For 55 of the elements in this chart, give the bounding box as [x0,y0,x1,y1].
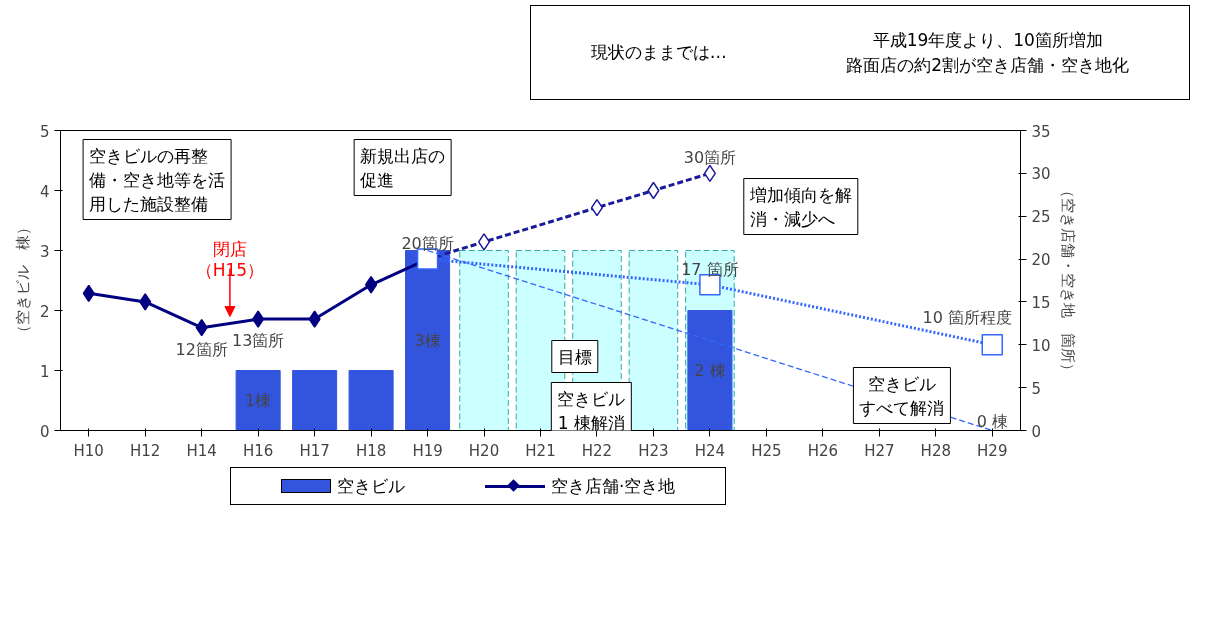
data-label: 10 箇所程度 [922,307,1013,327]
x-tick-label: H23 [638,441,669,460]
x-tick-label: H21 [525,441,556,460]
text: 平成19年度より、10箇所増加路面店の約2割が空き店舗・空き地化 [846,29,1130,77]
data-label: 12箇所 [175,339,228,359]
y-tick-label: 2 [39,302,50,321]
x-tick-label: H16 [242,441,274,460]
y2-tick-label: 35 [1031,122,1051,141]
x-tick-label: H19 [412,441,443,460]
data-label: 17 箇所 [681,259,739,279]
annotation: 空きビルすべて解消 [859,373,945,418]
x-tick-label: H27 [864,441,895,460]
annotation: （H15） [195,259,265,280]
y2-tick-label: 5 [1031,379,1042,398]
annotation: 新規出店の促進 [360,145,446,190]
x-tick-label: H24 [694,441,726,460]
y2-tick-label: 25 [1031,208,1051,227]
y-tick-label: 1 [39,362,50,381]
y2-tick-label: 0 [1031,422,1042,441]
data-label: 20箇所 [401,234,454,254]
y-tick-label: 5 [39,122,50,141]
x-tick-label: H25 [751,441,782,460]
x-tick-label: H10 [73,441,104,460]
x-tick-label: H28 [920,441,951,460]
annotation: 空きビルの再整備・空き地等を活用した施設整備 [89,145,226,214]
annotation: 増加傾向を解消・減少へ [748,184,852,229]
x-tick-label: H29 [977,441,1008,460]
y2-tick-label: 30 [1031,165,1051,184]
annotation: 閉店 [212,238,247,259]
x-tick-label: H17 [299,441,330,460]
text: 現状のままでは… [590,41,727,65]
x-tick-label: H20 [468,441,500,460]
y2-tick-label: 10 [1031,336,1051,355]
data-label: 2 棟 [694,361,726,380]
x-tick-label: H12 [130,441,161,460]
data-label: 30箇所 [683,148,737,168]
x-tick-label: H18 [355,441,387,460]
y2-tick-label: 15 [1031,293,1051,312]
x-tick-label: H14 [186,441,217,460]
annotation: 目標 [557,346,592,367]
annotation: 空きビル1 棟解消 [557,388,626,433]
y2-tick-label: 20 [1031,251,1051,270]
legend-label: 空き店舗·空き地 [551,475,676,498]
y-tick-label: 3 [39,242,50,261]
data-label: 13箇所 [231,331,285,350]
x-tick-label: H22 [581,441,613,460]
data-label: 3棟 [414,331,441,350]
data-label: 0 棟 [976,411,1008,431]
y-tick-label: 0 [39,422,50,441]
y2-axis-title: （空き店舗・空き地 箇所） [1058,183,1077,378]
x-tick-label: H26 [807,441,839,460]
y-tick-label: 4 [39,182,50,201]
legend-label: 空きビル [337,475,405,498]
data-label: 1棟 [245,391,272,410]
y-axis-title: （空きビル 棟） [13,220,32,341]
